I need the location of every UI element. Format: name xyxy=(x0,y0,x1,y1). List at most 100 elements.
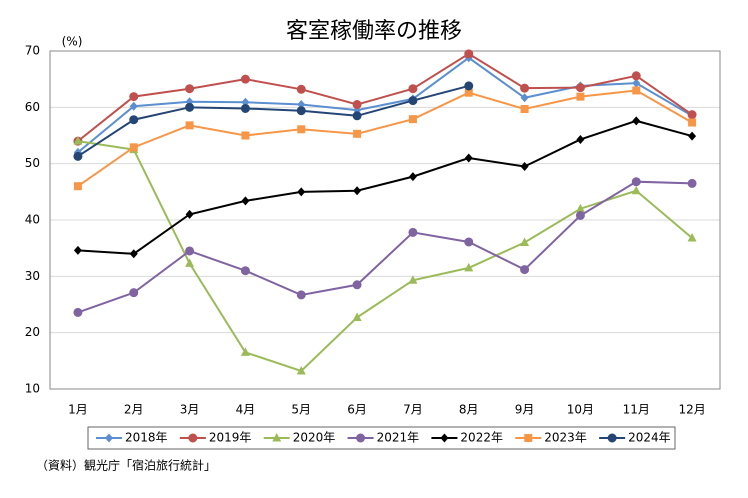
marker xyxy=(129,143,138,152)
marker xyxy=(296,106,306,116)
marker xyxy=(408,275,418,284)
y-axis-label: (%) xyxy=(62,35,83,49)
x-tick-label: 5月 xyxy=(291,403,311,417)
marker xyxy=(687,233,697,242)
x-tick-label: 10月 xyxy=(567,403,594,417)
marker xyxy=(185,246,195,256)
marker xyxy=(188,433,198,443)
marker xyxy=(352,280,362,290)
marker xyxy=(353,129,362,138)
marker xyxy=(352,312,362,321)
marker xyxy=(575,210,585,220)
legend-label: 2020年 xyxy=(293,431,336,445)
marker xyxy=(632,116,641,126)
marker xyxy=(408,115,417,124)
chart-title: 客室稼働率の推移 xyxy=(286,19,462,44)
marker xyxy=(185,84,195,94)
marker xyxy=(631,177,641,187)
marker xyxy=(105,433,113,443)
marker xyxy=(240,103,250,113)
marker xyxy=(464,237,474,247)
marker xyxy=(73,245,82,255)
legend-label: 2024年 xyxy=(628,431,671,445)
marker xyxy=(129,288,139,298)
series-line xyxy=(77,180,693,314)
y-tick-label: 20 xyxy=(25,325,40,339)
marker xyxy=(520,237,530,247)
marker xyxy=(464,49,474,59)
marker xyxy=(408,227,418,237)
series-line xyxy=(77,89,693,188)
plot-border xyxy=(49,50,721,390)
marker xyxy=(520,265,530,275)
marker xyxy=(129,249,138,259)
legend-label: 2022年 xyxy=(460,431,503,445)
marker xyxy=(356,433,366,443)
legend-label: 2021年 xyxy=(377,431,420,445)
marker xyxy=(296,84,306,94)
y-tick-label: 40 xyxy=(25,213,40,227)
marker xyxy=(408,96,418,106)
marker xyxy=(73,182,82,191)
marker xyxy=(272,433,282,442)
x-tick-label: 1月 xyxy=(68,403,88,417)
marker xyxy=(688,118,697,127)
x-tick-label: 2月 xyxy=(124,403,144,417)
marker xyxy=(575,203,585,213)
x-tick-label: 7月 xyxy=(403,403,423,417)
x-tick-label: 8月 xyxy=(459,403,479,417)
marker xyxy=(240,74,250,84)
marker xyxy=(296,365,306,375)
marker xyxy=(607,433,617,443)
marker xyxy=(240,266,250,276)
legend-label: 2023年 xyxy=(544,431,587,445)
marker xyxy=(129,115,139,125)
y-tick-label: 30 xyxy=(25,269,40,283)
marker xyxy=(241,131,250,140)
source-note: （資料）観光庁「宿泊旅行統計」 xyxy=(36,458,216,473)
marker xyxy=(185,102,195,112)
x-tick-label: 12月 xyxy=(678,403,705,417)
legend-box xyxy=(87,426,676,450)
marker xyxy=(73,136,83,145)
marker xyxy=(353,186,362,196)
series-line xyxy=(77,52,693,142)
marker xyxy=(129,92,139,102)
marker xyxy=(520,105,529,114)
y-tick-label: 70 xyxy=(25,44,40,58)
marker xyxy=(73,151,83,161)
x-tick-label: 9月 xyxy=(515,403,535,417)
marker xyxy=(576,134,585,144)
x-tick-label: 3月 xyxy=(180,403,200,417)
marker xyxy=(632,78,641,88)
y-tick-label: 10 xyxy=(25,382,40,396)
y-tick-label: 50 xyxy=(25,156,40,170)
x-tick-label: 11月 xyxy=(623,403,650,417)
marker xyxy=(631,71,641,81)
marker xyxy=(688,131,697,141)
marker xyxy=(408,84,418,94)
marker xyxy=(520,93,529,103)
marker xyxy=(524,434,533,442)
legend-label: 2019年 xyxy=(209,431,252,445)
marker xyxy=(240,347,250,356)
marker xyxy=(575,83,585,93)
marker xyxy=(576,92,585,101)
x-tick-label: 6月 xyxy=(347,403,367,417)
marker xyxy=(185,209,194,219)
marker xyxy=(687,110,697,120)
marker xyxy=(185,258,195,267)
marker xyxy=(440,433,449,443)
marker xyxy=(464,81,474,91)
marker xyxy=(631,185,641,195)
marker xyxy=(352,100,362,110)
series-line xyxy=(77,119,693,255)
legend-label: 2018年 xyxy=(125,431,168,445)
marker xyxy=(520,161,529,171)
marker xyxy=(241,196,250,206)
marker xyxy=(352,111,362,121)
marker xyxy=(687,178,697,188)
marker xyxy=(408,172,417,182)
